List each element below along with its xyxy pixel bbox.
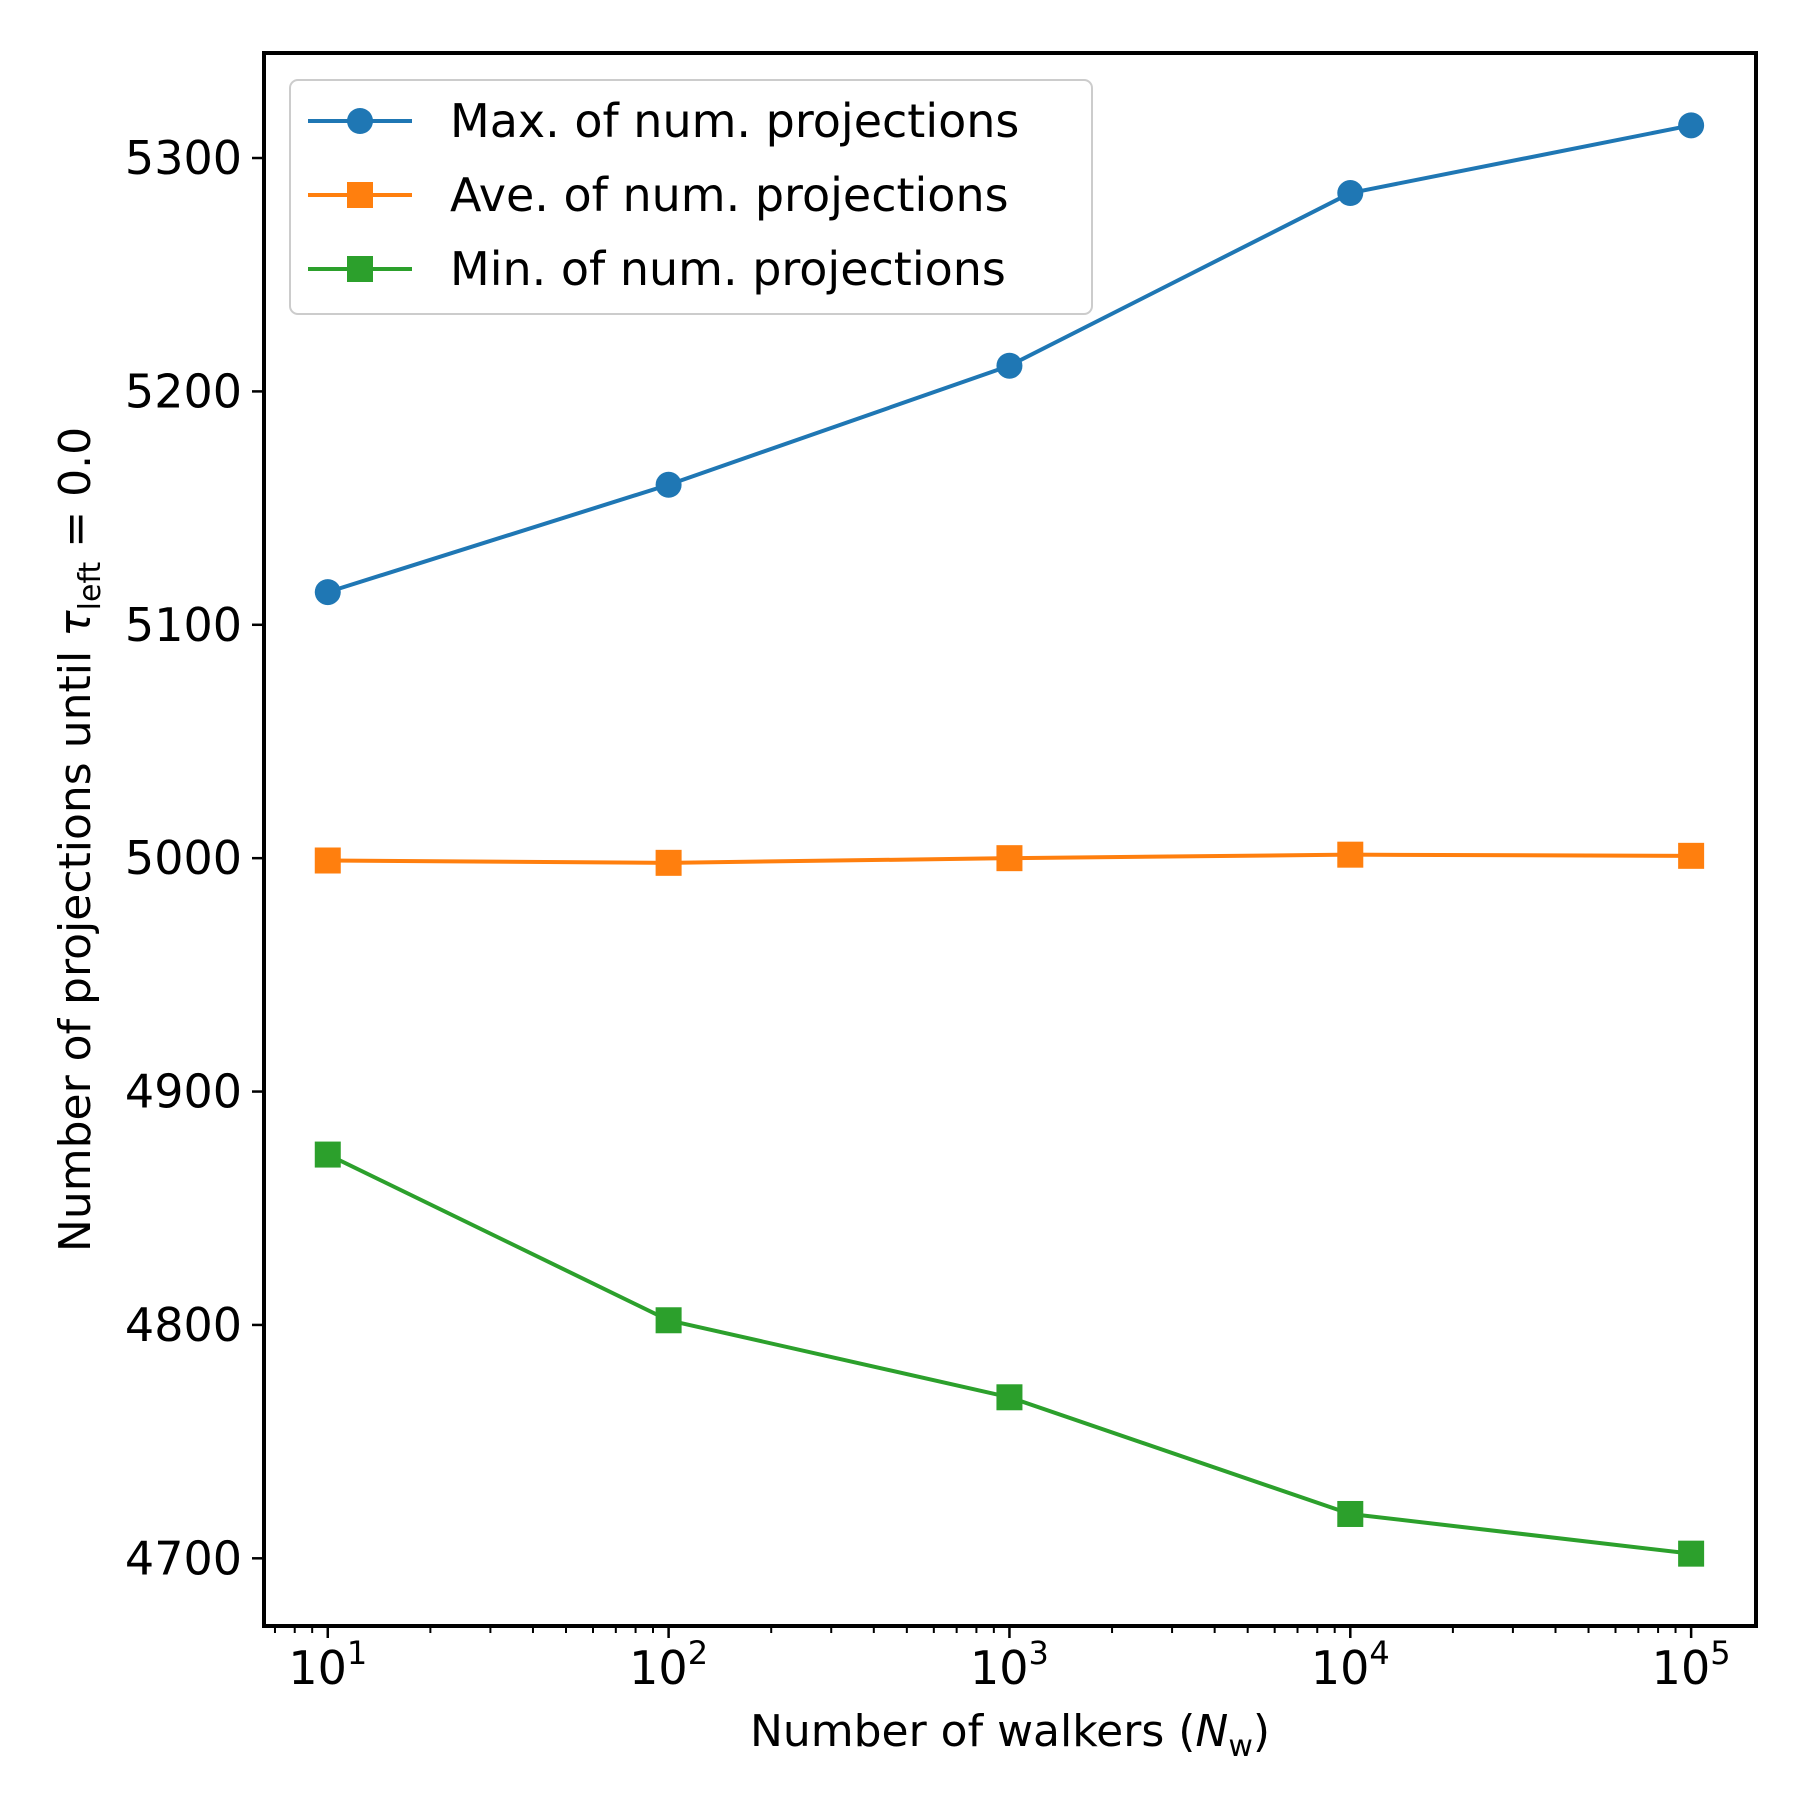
data-point bbox=[996, 352, 1023, 379]
x-tick-exponent: 4 bbox=[1369, 1634, 1389, 1672]
legend-label: Min. of num. projections bbox=[450, 242, 1006, 296]
data-point bbox=[314, 847, 341, 874]
data-point bbox=[655, 471, 682, 498]
data-point bbox=[1678, 1540, 1705, 1567]
data-point bbox=[1337, 1500, 1364, 1527]
legend-box bbox=[289, 79, 1093, 315]
y-axis-label: Number of projections until τleft = 0.0 bbox=[50, 427, 108, 1252]
legend: Max. of num. projections Ave. of num. pro… bbox=[289, 79, 1093, 315]
x-axis-label: Number of walkers (Nw) bbox=[750, 1706, 1270, 1764]
data-point bbox=[1337, 180, 1364, 207]
data-point bbox=[314, 1141, 341, 1168]
svg-text:Number of walkers (Nw): Number of walkers (Nw) bbox=[750, 1706, 1270, 1764]
x-tick-base: 10 bbox=[1311, 1641, 1370, 1695]
svg-text:Number of projections until τl: Number of projections until τleft = 0.0 bbox=[50, 427, 108, 1252]
data-point bbox=[1337, 841, 1364, 868]
y-tick-label: 5200 bbox=[125, 364, 242, 418]
x-axis-ticks: 101 102 103 104 105 bbox=[273, 1626, 1731, 1695]
x-tick-exponent: 1 bbox=[347, 1634, 367, 1672]
data-point bbox=[314, 579, 341, 606]
data-point bbox=[996, 1384, 1023, 1411]
y-tick-label: 4700 bbox=[125, 1531, 242, 1585]
data-point bbox=[1678, 842, 1705, 869]
plot-frame bbox=[262, 51, 1758, 1628]
series-layer bbox=[314, 112, 1705, 1567]
y-axis-ticks: 4700 4800 4900 5000 5100 5200 5300 bbox=[125, 131, 264, 1585]
legend-marker bbox=[347, 256, 373, 282]
x-tick-label: 101 bbox=[288, 1634, 367, 1695]
data-point bbox=[655, 1307, 682, 1334]
x-tick-label: 103 bbox=[970, 1634, 1049, 1695]
x-tick-base: 10 bbox=[629, 1641, 688, 1695]
data-point bbox=[996, 845, 1023, 872]
legend-label: Ave. of num. projections bbox=[450, 168, 1009, 222]
x-tick-base: 10 bbox=[970, 1641, 1029, 1695]
x-tick-exponent: 5 bbox=[1710, 1634, 1730, 1672]
y-tick-label: 5100 bbox=[125, 598, 242, 652]
x-tick-label: 104 bbox=[1311, 1634, 1390, 1695]
legend-marker bbox=[347, 182, 373, 208]
y-tick-label: 4900 bbox=[125, 1065, 242, 1119]
x-tick-label: 102 bbox=[629, 1634, 708, 1695]
data-point bbox=[655, 849, 682, 876]
y-tick-label: 4800 bbox=[125, 1298, 242, 1352]
x-tick-base: 10 bbox=[288, 1641, 347, 1695]
x-tick-exponent: 2 bbox=[688, 1634, 708, 1672]
y-tick-label: 5000 bbox=[125, 831, 242, 885]
y-tick-label: 5300 bbox=[125, 131, 242, 185]
data-point bbox=[1678, 112, 1705, 139]
legend-label: Max. of num. projections bbox=[450, 94, 1019, 148]
legend-marker bbox=[347, 108, 373, 134]
x-tick-base: 10 bbox=[1652, 1641, 1711, 1695]
x-tick-label: 105 bbox=[1652, 1634, 1731, 1695]
x-tick-exponent: 3 bbox=[1029, 1634, 1049, 1672]
